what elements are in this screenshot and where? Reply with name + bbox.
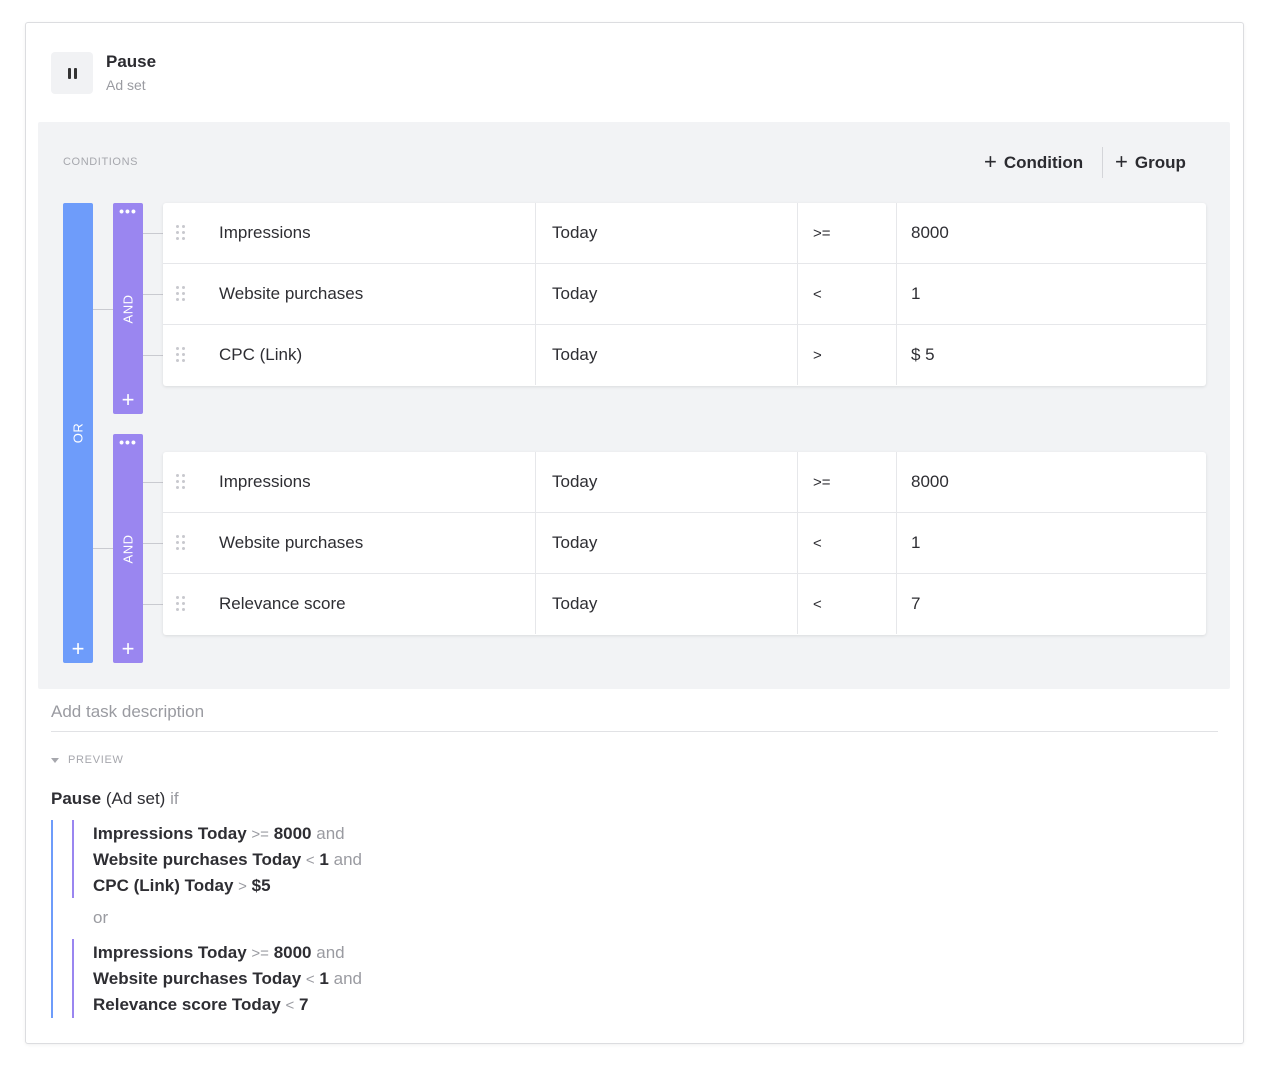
- value-input[interactable]: 7: [896, 574, 1206, 634]
- drag-handle-icon[interactable]: [176, 225, 186, 241]
- operator-select[interactable]: <: [797, 264, 896, 324]
- metric-select[interactable]: Relevance score: [219, 594, 346, 613]
- metric-select[interactable]: Impressions: [219, 223, 311, 242]
- period-select[interactable]: Today: [535, 203, 797, 263]
- preview-condition: CPC (Link) Today > $5: [93, 876, 271, 895]
- more-icon[interactable]: •••: [119, 203, 137, 219]
- period-select[interactable]: Today: [535, 264, 797, 324]
- drag-handle-icon[interactable]: [176, 286, 186, 302]
- add-condition-to-group-button[interactable]: +: [121, 636, 135, 661]
- and-group-bar[interactable]: ••• AND +: [113, 434, 143, 663]
- value-input[interactable]: 1: [896, 264, 1206, 324]
- value-input[interactable]: 1: [896, 513, 1206, 573]
- preview-if: if: [170, 789, 179, 808]
- preview-or: or: [93, 908, 109, 927]
- period-select[interactable]: Today: [535, 513, 797, 573]
- value-input[interactable]: $ 5: [896, 325, 1206, 385]
- value-input[interactable]: 8000: [896, 203, 1206, 263]
- drag-handle-icon[interactable]: [176, 535, 186, 551]
- preview-condition: Website purchases Today < 1 and: [93, 969, 362, 988]
- divider: [51, 731, 1218, 732]
- condition-row[interactable]: Website purchases Today < 1: [163, 264, 1206, 325]
- condition-row[interactable]: Impressions Today >= 8000: [163, 203, 1206, 264]
- connector-line: [143, 355, 163, 356]
- operator-select[interactable]: >=: [797, 452, 896, 512]
- action-subtitle: Ad set: [106, 77, 146, 93]
- task-description-input[interactable]: Add task description: [51, 702, 205, 721]
- connector-line: [143, 543, 163, 544]
- condition-group: Impressions Today >= 8000 Website purcha…: [163, 452, 1206, 635]
- action-title: Pause: [106, 52, 157, 71]
- preview-condition: Impressions Today >= 8000 and: [93, 943, 345, 962]
- add-group-label: Group: [1134, 153, 1186, 172]
- connector-line: [143, 233, 163, 234]
- period-select[interactable]: Today: [535, 574, 797, 634]
- period-select[interactable]: Today: [535, 325, 797, 385]
- metric-select[interactable]: Impressions: [219, 472, 311, 491]
- add-condition-label: Condition: [1003, 153, 1084, 172]
- add-or-group-button[interactable]: +: [71, 636, 85, 661]
- or-group-bar[interactable]: OR +: [63, 203, 93, 663]
- operator-select[interactable]: >: [797, 325, 896, 385]
- preview-condition: Impressions Today >= 8000 and: [93, 824, 345, 843]
- preview-and-line: [72, 820, 74, 898]
- plus-icon: +: [984, 149, 997, 174]
- connector-line: [143, 604, 163, 605]
- metric-select[interactable]: CPC (Link): [219, 345, 303, 364]
- connector-line: [93, 309, 113, 310]
- and-group-bar[interactable]: ••• AND +: [113, 203, 143, 414]
- preview-label: PREVIEW: [68, 754, 124, 766]
- operator-select[interactable]: <: [797, 574, 896, 634]
- metric-select[interactable]: Website purchases: [219, 284, 364, 303]
- conditions-label: CONDITIONS: [63, 156, 139, 168]
- condition-row[interactable]: Impressions Today >= 8000: [163, 452, 1206, 513]
- and-label: AND: [120, 534, 136, 563]
- pause-icon[interactable]: [51, 52, 93, 94]
- preview-action: Pause: [51, 789, 102, 808]
- condition-row[interactable]: Relevance score Today < 7: [163, 574, 1206, 635]
- more-icon[interactable]: •••: [119, 434, 137, 450]
- add-group-button[interactable]: + Group: [1115, 150, 1186, 176]
- drag-handle-icon[interactable]: [176, 596, 186, 612]
- and-label: AND: [120, 294, 136, 323]
- period-select[interactable]: Today: [535, 452, 797, 512]
- condition-row[interactable]: CPC (Link) Today > $ 5: [163, 325, 1206, 386]
- operator-select[interactable]: <: [797, 513, 896, 573]
- preview-or-line: [51, 820, 53, 1018]
- operator-select[interactable]: >=: [797, 203, 896, 263]
- add-condition-to-group-button[interactable]: +: [121, 387, 135, 412]
- preview-and-line: [72, 939, 74, 1018]
- connector-line: [143, 294, 163, 295]
- preview-object: (Ad set): [105, 789, 166, 808]
- or-label: OR: [70, 422, 86, 444]
- toolbar-divider: [1102, 147, 1103, 178]
- connector-line: [93, 548, 113, 549]
- connector-line: [143, 482, 163, 483]
- drag-handle-icon[interactable]: [176, 347, 186, 363]
- preview-condition: Website purchases Today < 1 and: [93, 850, 362, 869]
- value-input[interactable]: 8000: [896, 452, 1206, 512]
- preview-heading: Pause (Ad set) if: [51, 789, 179, 809]
- preview-condition: Relevance score Today < 7: [93, 995, 309, 1014]
- plus-icon: +: [1115, 149, 1128, 174]
- condition-row[interactable]: Website purchases Today < 1: [163, 513, 1206, 574]
- condition-group: Impressions Today >= 8000 Website purcha…: [163, 203, 1206, 386]
- add-condition-button[interactable]: + Condition: [984, 150, 1083, 176]
- preview-toggle[interactable]: PREVIEW: [51, 754, 124, 766]
- drag-handle-icon[interactable]: [176, 474, 186, 490]
- caret-down-icon: [51, 757, 59, 763]
- metric-select[interactable]: Website purchases: [219, 533, 364, 552]
